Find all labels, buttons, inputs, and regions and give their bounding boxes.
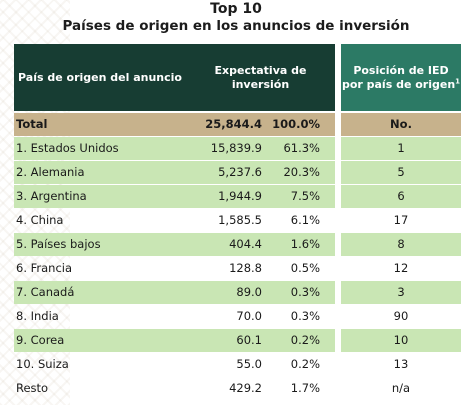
table-row: 10. Suiza 55.0 0.2% 13 <box>0 353 472 377</box>
country-name: 6. Francia <box>16 261 73 275</box>
investment-pct: 61.3% <box>283 141 320 155</box>
header-expectation: Expectativa de inversión <box>186 44 335 111</box>
total-rank-bg <box>341 113 461 136</box>
table-row: Resto 429.2 1.7% n/a <box>0 377 472 401</box>
ied-rank: 5 <box>397 165 405 179</box>
country-name: 5. Países bajos <box>16 237 101 251</box>
investment-pct: 0.3% <box>290 285 320 299</box>
total-row-bg <box>14 113 335 136</box>
investment-value: 55.0 <box>236 357 262 371</box>
investment-pct: 20.3% <box>283 165 320 179</box>
header-ied-label: Posición de IED por país de origen1 <box>341 64 461 92</box>
row-bg <box>14 233 335 256</box>
country-name: 9. Corea <box>16 333 65 347</box>
country-name: Resto <box>16 381 49 395</box>
investment-value: 1,944.9 <box>218 189 262 203</box>
country-name: 10. Suiza <box>16 357 69 371</box>
rank-bg <box>341 185 461 208</box>
total-rank-label: No. <box>390 117 412 131</box>
ied-rank: 8 <box>397 237 405 251</box>
table-row: 9. Corea 60.1 0.2% 10 <box>0 329 472 353</box>
header-country-label: País de origen del anuncio <box>18 70 182 84</box>
table-row: 4. China 1,585.5 6.1% 17 <box>0 209 472 233</box>
header-ied-position: Posición de IED por país de origen1 <box>341 44 461 111</box>
investment-pct: 6.1% <box>290 213 320 227</box>
table-row: 3. Argentina 1,944.9 7.5% 6 <box>0 185 472 209</box>
total-pct: 100.0% <box>272 117 320 131</box>
investment-pct: 0.2% <box>290 357 320 371</box>
total-row: Total 25,844.4 100.0% No. <box>0 113 472 137</box>
rank-bg <box>341 329 461 352</box>
header-expectation-label: Expectativa de inversión <box>214 63 307 91</box>
row-bg <box>14 161 335 184</box>
table-row: 6. Francia 128.8 0.5% 12 <box>0 257 472 281</box>
table-row: 7. Canadá 89.0 0.3% 3 <box>0 281 472 305</box>
investment-value: 1,585.5 <box>218 213 262 227</box>
total-value: 25,844.4 <box>205 117 262 131</box>
country-name: 1. Estados Unidos <box>16 141 119 155</box>
investment-pct: 1.7% <box>290 381 320 395</box>
investment-value: 404.4 <box>229 237 262 251</box>
rank-bg <box>341 137 461 160</box>
investment-value: 60.1 <box>236 333 262 347</box>
country-name: 8. India <box>16 309 59 323</box>
ied-rank: n/a <box>391 381 411 395</box>
investment-pct: 0.5% <box>290 261 320 275</box>
rank-bg <box>341 233 461 256</box>
rank-bg <box>341 161 461 184</box>
row-bg <box>14 185 335 208</box>
header-country: País de origen del anuncio <box>14 44 186 111</box>
country-name: 3. Argentina <box>16 189 87 203</box>
investment-value: 5,237.6 <box>218 165 262 179</box>
ied-rank: 13 <box>393 357 409 371</box>
table-subtitle: Países de origen en los anuncios de inve… <box>62 18 410 34</box>
table-row: 1. Estados Unidos 15,839.9 61.3% 1 <box>0 137 472 161</box>
investment-value: 429.2 <box>229 381 262 395</box>
table-row: 8. India 70.0 0.3% 90 <box>0 305 472 329</box>
row-bg <box>14 281 335 304</box>
row-bg <box>14 137 335 160</box>
investment-value: 70.0 <box>236 309 262 323</box>
country-name: 4. China <box>16 213 64 227</box>
ied-rank: 6 <box>397 189 405 203</box>
ied-rank: 90 <box>393 309 409 323</box>
investment-pct: 1.6% <box>290 237 320 251</box>
ied-rank: 1 <box>397 141 405 155</box>
investment-pct: 7.5% <box>290 189 320 203</box>
ied-rank: 3 <box>397 285 405 299</box>
ied-rank: 10 <box>393 333 409 347</box>
ied-rank: 17 <box>393 213 409 227</box>
rank-bg <box>341 281 461 304</box>
total-label: Total <box>16 117 48 131</box>
investment-value: 15,839.9 <box>210 141 262 155</box>
country-name: 2. Alemania <box>16 165 85 179</box>
table-row: 2. Alemania 5,237.6 20.3% 5 <box>0 161 472 185</box>
investment-pct: 0.3% <box>290 309 320 323</box>
investment-value: 128.8 <box>229 261 262 275</box>
table-title: Top 10 <box>210 1 262 17</box>
ied-rank: 12 <box>393 261 409 275</box>
investment-value: 89.0 <box>236 285 262 299</box>
row-bg <box>14 329 335 352</box>
header-ied-text: Posición de IED por país de origen <box>341 63 456 91</box>
table-row: 5. Países bajos 404.4 1.6% 8 <box>0 233 472 257</box>
country-name: 7. Canadá <box>16 285 75 299</box>
investment-pct: 0.2% <box>290 333 320 347</box>
footnote-marker: 1 <box>455 76 461 85</box>
